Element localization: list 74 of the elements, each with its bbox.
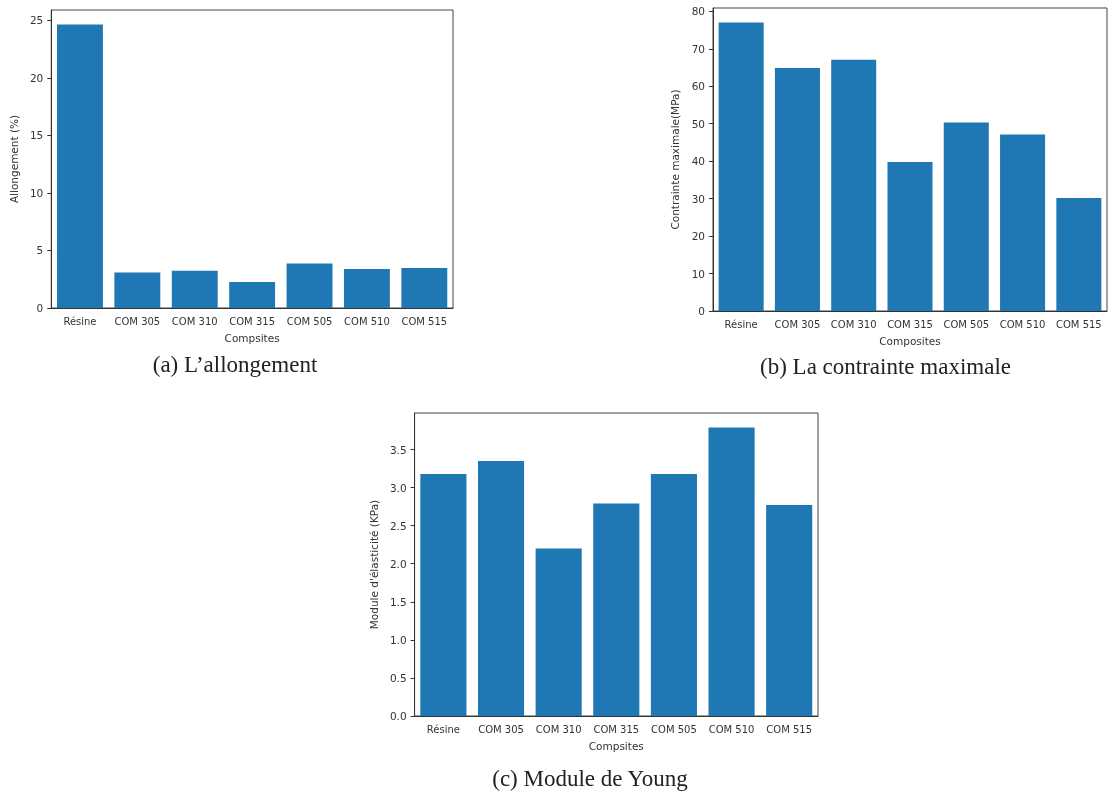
bar — [477, 460, 525, 716]
y-tick-label: 70 — [691, 42, 705, 55]
x-tick-label: Résine — [724, 318, 758, 330]
text: (a) L’allongement — [152, 352, 318, 377]
y-tick-label: 0.5 — [389, 671, 407, 684]
x-tick-label: COM 310 — [535, 723, 582, 735]
x-tick-label: COM 305 — [114, 315, 161, 327]
text: (c) Module de Young — [492, 766, 689, 791]
x-tick-label: COM 310 — [830, 318, 877, 330]
y-tick-label: 0 — [698, 305, 705, 317]
x-tick-label: COM 315 — [887, 318, 933, 330]
y-tick-label: 40 — [691, 155, 705, 168]
bar — [718, 22, 764, 311]
bar — [650, 473, 697, 716]
x-axis-title: Compsites — [224, 331, 280, 344]
y-tick-label: 25 — [29, 14, 44, 27]
y-tick-label: 5 — [36, 244, 44, 257]
y-tick-label: 0.0 — [389, 710, 407, 722]
y-tick-label: 60 — [691, 80, 705, 93]
y-tick-label: 15 — [29, 129, 44, 142]
bar — [401, 268, 448, 308]
bar — [766, 505, 813, 716]
x-tick-label: COM 510 — [344, 315, 390, 327]
y-axis-title: Module d'élasticité (KPa) — [367, 499, 380, 630]
y-tick-label: 10 — [691, 267, 705, 280]
y-tick-label: 3.0 — [389, 481, 407, 494]
x-tick-label: COM 515 — [1055, 318, 1102, 330]
y-tick-label: 30 — [691, 192, 705, 205]
bar — [114, 272, 161, 308]
bar — [343, 269, 390, 308]
y-tick-label: 0 — [36, 302, 44, 314]
x-tick-label: COM 315 — [229, 315, 276, 327]
x-tick-label: COM 510 — [708, 723, 755, 735]
x-axis-title: Compsites — [588, 739, 644, 752]
y-tick-label: 1.0 — [389, 633, 407, 646]
bar — [593, 503, 640, 716]
y-tick-label: 50 — [691, 117, 705, 130]
y-tick-label: 20 — [691, 230, 705, 243]
bar — [535, 548, 582, 716]
y-tick-label: 2.5 — [389, 519, 407, 532]
x-tick-label: COM 505 — [651, 723, 697, 735]
y-axis-title: Allongement (%) — [7, 114, 20, 204]
bar — [943, 122, 989, 311]
bar — [1000, 134, 1046, 311]
bar — [286, 263, 333, 308]
x-tick-label: COM 315 — [593, 723, 640, 735]
x-axis-title: Composites — [879, 334, 941, 347]
y-tick-label: 10 — [29, 186, 44, 199]
x-tick-label: COM 305 — [478, 723, 524, 735]
bar — [774, 67, 820, 311]
x-tick-label: Résine — [426, 723, 460, 735]
x-tick-label: COM 505 — [286, 315, 333, 327]
y-tick-label: 20 — [29, 71, 44, 84]
y-tick-label: 2.0 — [389, 557, 407, 570]
x-tick-label: COM 510 — [999, 318, 1046, 330]
bar — [708, 427, 755, 716]
x-tick-label: COM 505 — [943, 318, 990, 330]
x-tick-label: COM 305 — [774, 318, 821, 330]
y-tick-label: 3.5 — [389, 443, 407, 456]
bar — [229, 282, 276, 308]
text: (b) La contrainte maximale — [760, 354, 1011, 379]
y-tick-label: 1.5 — [389, 595, 407, 608]
bar — [57, 24, 103, 308]
y-axis-title: Contrainte maximale(MPa) — [669, 89, 682, 230]
bar — [831, 59, 877, 311]
x-tick-label: COM 310 — [171, 315, 218, 327]
y-tick-label: 80 — [691, 5, 705, 18]
bar — [887, 161, 933, 311]
x-tick-label: COM 515 — [766, 723, 813, 735]
x-tick-label: COM 515 — [401, 315, 448, 327]
bar — [420, 473, 467, 716]
bar — [1056, 197, 1102, 311]
x-tick-label: Résine — [63, 315, 97, 327]
bar — [171, 270, 218, 308]
